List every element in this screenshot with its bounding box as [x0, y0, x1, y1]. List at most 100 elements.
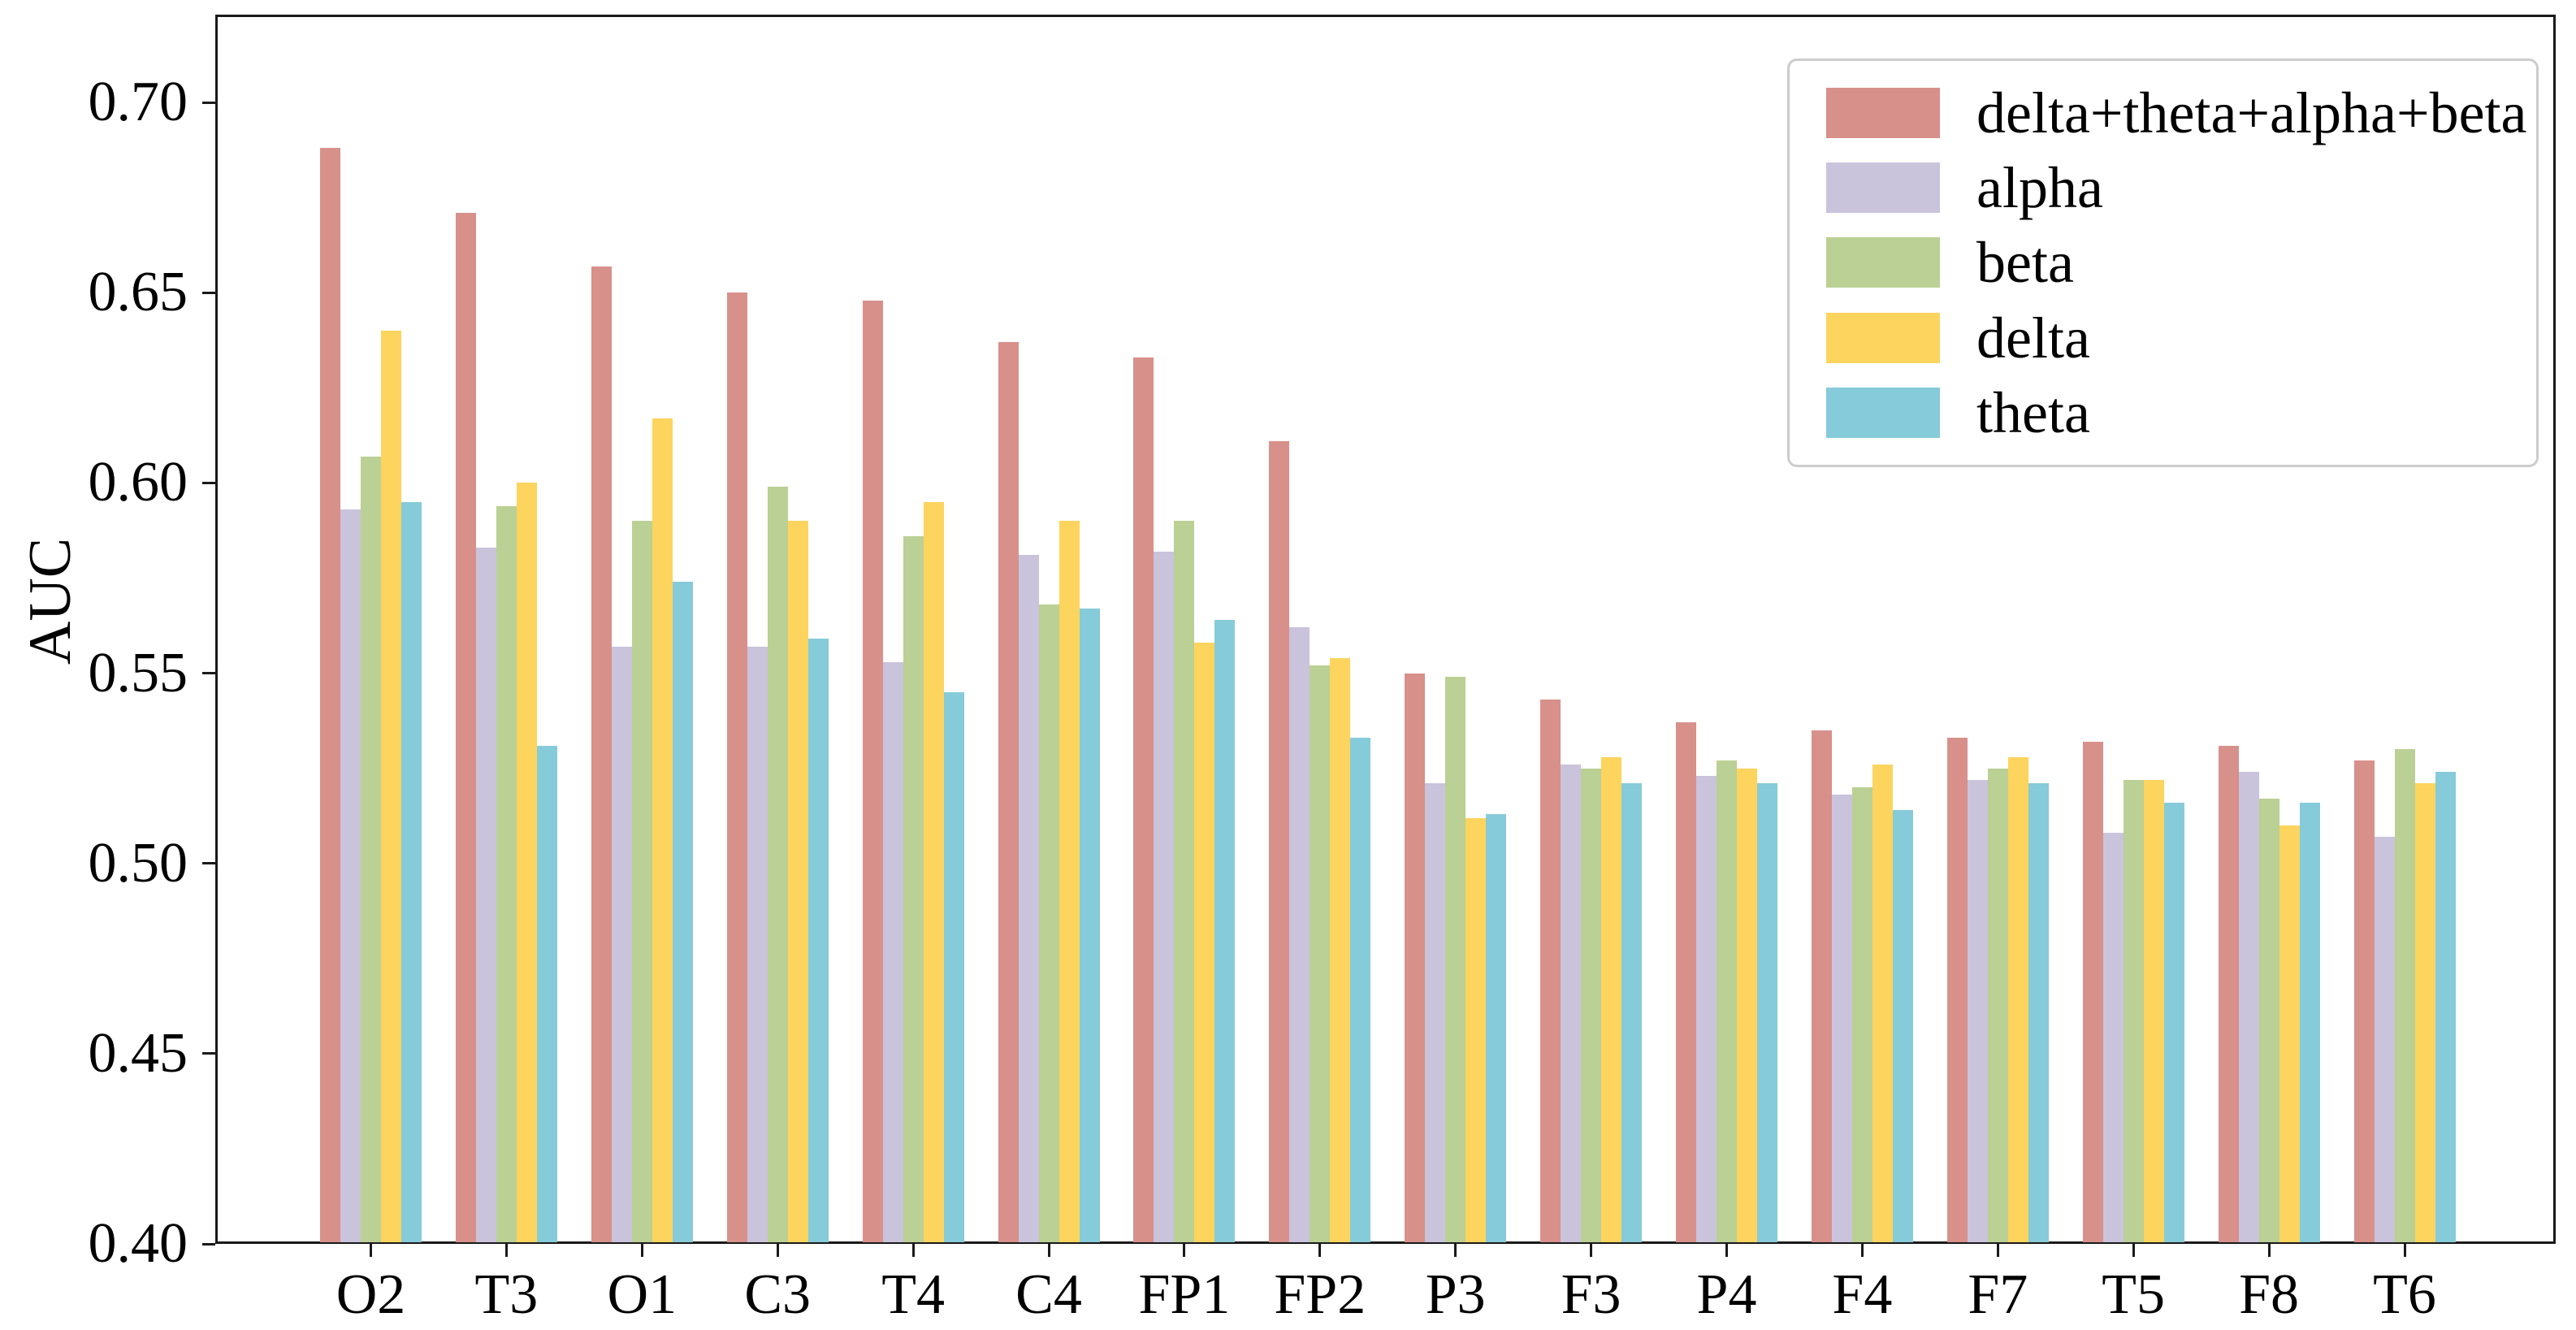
legend-swatch-delta: [1826, 312, 1940, 363]
y-tick-mark-0.55: [202, 672, 215, 675]
x-tick-label-F4: F4: [1832, 1263, 1893, 1326]
x-tick-mark-F8: [2267, 1244, 2271, 1257]
bar-alpha-P3: [1425, 783, 1446, 1242]
bar-delta-O1: [652, 418, 673, 1242]
legend-swatch-theta: [1826, 387, 1940, 438]
y-tick-label-0.55: 0.55: [88, 641, 188, 704]
bar-beta-T6: [2394, 749, 2415, 1242]
x-tick-mark-FP2: [1318, 1244, 1322, 1257]
bar-beta-P4: [1717, 760, 1737, 1242]
x-tick-mark-T5: [2132, 1244, 2135, 1257]
legend: delta+theta+alpha+beta alpha beta delta thet…: [1787, 58, 2539, 467]
x-tick-mark-F7: [1996, 1244, 1999, 1257]
bar-alpha-FP1: [1154, 551, 1175, 1242]
y-tick-mark-0.70: [202, 101, 215, 104]
x-tick-mark-O2: [370, 1244, 372, 1257]
bar-delta+theta+alpha+beta-T3: [455, 212, 476, 1242]
x-tick-label-P4: P4: [1696, 1263, 1757, 1326]
bar-delta+theta+alpha+beta-O1: [591, 266, 612, 1242]
bar-alpha-F7: [1967, 779, 1988, 1242]
x-tick-mark-P4: [1725, 1244, 1728, 1257]
bar-theta-FP1: [1214, 620, 1236, 1242]
x-tick-mark-F4: [1860, 1244, 1864, 1257]
bar-theta-F7: [2028, 783, 2049, 1242]
y-tick-label-0.40: 0.40: [88, 1212, 188, 1275]
bar-delta+theta+alpha+beta-F8: [2218, 745, 2239, 1242]
bar-beta-C4: [1038, 604, 1059, 1242]
y-tick-label-0.60: 0.60: [88, 451, 188, 514]
bar-delta+theta+alpha+beta-O2: [320, 148, 340, 1242]
x-tick-label-C4: C4: [1015, 1263, 1082, 1326]
x-tick-mark-T6: [2403, 1244, 2406, 1257]
x-tick-label-T5: T5: [2102, 1263, 2166, 1326]
bar-delta-T4: [923, 501, 944, 1242]
bar-theta-C4: [1079, 608, 1100, 1242]
bar-delta+theta+alpha+beta-FP2: [1269, 440, 1290, 1242]
legend-label-theta: theta: [1976, 379, 2090, 445]
x-tick-mark-F3: [1590, 1244, 1593, 1257]
legend-item-delta+theta+alpha+beta: delta+theta+alpha+beta: [1826, 82, 2536, 144]
y-tick-label-0.45: 0.45: [88, 1021, 188, 1085]
bar-alpha-T6: [2374, 836, 2395, 1242]
x-tick-mark-O1: [640, 1244, 643, 1257]
bar-delta-C4: [1059, 521, 1080, 1242]
bar-beta-C3: [767, 487, 788, 1242]
x-tick-mark-C4: [1047, 1244, 1050, 1257]
x-tick-label-FP1: FP1: [1138, 1263, 1231, 1326]
bar-delta-T6: [2414, 783, 2435, 1242]
bar-alpha-O1: [611, 646, 632, 1242]
bar-delta+theta+alpha+beta-F4: [1811, 730, 1832, 1242]
bar-alpha-P4: [1696, 776, 1717, 1242]
bar-delta-T3: [516, 483, 537, 1242]
bar-beta-T4: [903, 536, 924, 1242]
bar-theta-P3: [1486, 813, 1507, 1242]
plot-area: [215, 15, 2556, 1244]
y-tick-mark-0.40: [202, 1242, 215, 1246]
bar-delta+theta+alpha+beta-FP1: [1133, 357, 1154, 1242]
legend-label-beta: beta: [1976, 230, 2074, 296]
y-tick-mark-0.45: [202, 1052, 215, 1055]
bar-theta-T4: [943, 691, 964, 1242]
bar-theta-FP2: [1350, 738, 1371, 1242]
bar-alpha-C4: [1018, 555, 1039, 1242]
x-tick-label-O2: O2: [336, 1263, 406, 1326]
legend-label-delta+theta+alpha+beta: delta+theta+alpha+beta: [1976, 80, 2527, 146]
bar-delta-F3: [1601, 756, 1622, 1242]
y-tick-mark-0.50: [202, 862, 215, 865]
bar-beta-F7: [1987, 768, 2008, 1242]
bar-alpha-F4: [1831, 795, 1852, 1242]
bar-delta+theta+alpha+beta-C4: [998, 342, 1019, 1242]
x-tick-mark-FP1: [1183, 1244, 1186, 1257]
y-tick-mark-0.65: [202, 291, 215, 294]
x-tick-label-P3: P3: [1425, 1263, 1486, 1326]
y-tick-label-0.65: 0.65: [88, 261, 188, 324]
x-tick-label-F3: F3: [1561, 1263, 1621, 1326]
bar-alpha-F8: [2238, 772, 2259, 1242]
bar-theta-C3: [807, 639, 829, 1242]
legend-swatch-delta+theta+alpha+beta: [1826, 88, 1940, 139]
bar-alpha-C3: [747, 646, 768, 1242]
legend-item-beta: beta: [1826, 232, 2536, 293]
x-tick-mark-T4: [911, 1244, 915, 1257]
legend-label-alpha: alpha: [1976, 155, 2103, 221]
x-tick-label-F7: F7: [1968, 1263, 2028, 1326]
x-tick-label-O1: O1: [607, 1263, 678, 1326]
bar-delta+theta+alpha+beta-T5: [2082, 741, 2103, 1242]
legend-item-theta: theta: [1826, 382, 2536, 444]
bar-beta-FP2: [1310, 665, 1331, 1242]
y-tick-label-0.70: 0.70: [88, 71, 188, 134]
y-tick-mark-0.60: [202, 481, 215, 484]
bar-beta-T3: [496, 505, 517, 1242]
bar-delta-F4: [1872, 764, 1893, 1242]
bar-beta-F8: [2258, 799, 2279, 1242]
bar-theta-O2: [401, 501, 422, 1242]
bar-beta-P3: [1445, 677, 1466, 1242]
bar-theta-T3: [536, 745, 557, 1242]
bar-delta-O2: [381, 331, 401, 1242]
bar-delta+theta+alpha+beta-T4: [862, 300, 883, 1242]
bar-alpha-T5: [2102, 833, 2124, 1242]
x-tick-mark-T3: [504, 1244, 508, 1257]
bar-delta+theta+alpha+beta-P3: [1405, 673, 1426, 1242]
bar-beta-T5: [2123, 779, 2144, 1242]
bar-delta+theta+alpha+beta-F3: [1540, 700, 1561, 1242]
